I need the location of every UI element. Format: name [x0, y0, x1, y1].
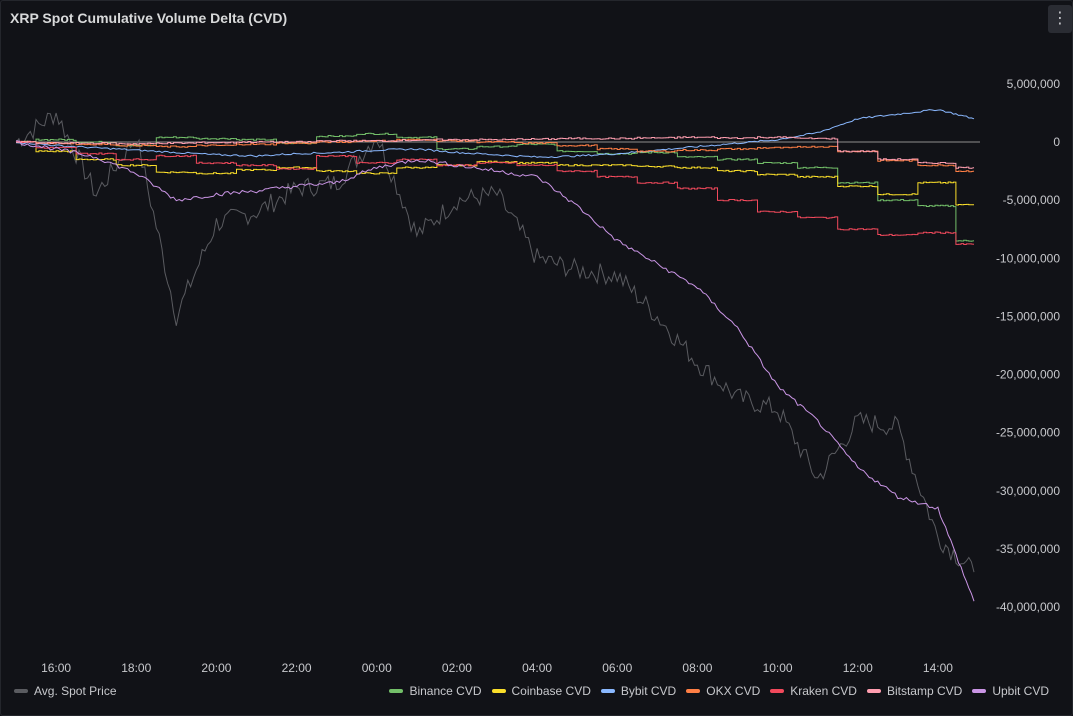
legend-swatch	[686, 689, 701, 693]
legend-item-kraken-cvd[interactable]: Kraken CVD	[770, 684, 857, 698]
bitstamp-cvd-line	[16, 136, 975, 169]
y-tick-label: -10,000,000	[996, 251, 1060, 265]
x-tick-label: 00:00	[362, 661, 392, 675]
upbit-cvd-line	[15, 140, 975, 602]
legend-price[interactable]: Avg. Spot Price	[14, 684, 117, 698]
okx-cvd-line	[16, 138, 975, 173]
y-tick-label: -30,000,000	[996, 484, 1060, 498]
legend-swatch	[389, 689, 404, 693]
x-tick-label: 14:00	[923, 661, 953, 675]
x-tick-label: 12:00	[843, 661, 873, 675]
x-tick-label: 06:00	[602, 661, 632, 675]
legend-item-okx-cvd[interactable]: OKX CVD	[686, 684, 760, 698]
x-tick-label: 02:00	[442, 661, 472, 675]
x-tick-label: 16:00	[41, 661, 71, 675]
legend-swatch	[491, 689, 506, 693]
y-tick-label: 5,000,000	[1007, 77, 1061, 91]
legend-item-binance-cvd[interactable]: Binance CVD	[389, 684, 482, 698]
legend-item-bitstamp-cvd[interactable]: Bitstamp CVD	[866, 684, 963, 698]
legend-label: Upbit CVD	[992, 684, 1049, 698]
legend-label: OKX CVD	[706, 684, 761, 698]
price-line	[15, 112, 975, 573]
legend-series: Binance CVD Coinbase CVD Bybit CVD OKX CVD K…	[379, 684, 1049, 698]
panel-title: XRP Spot Cumulative Volume Delta (CVD)	[10, 10, 288, 26]
legend-swatch	[972, 689, 987, 693]
bybit-cvd-line	[15, 109, 975, 159]
coinbase-cvd-line	[16, 141, 974, 206]
legend-item-coinbase-cvd[interactable]: Coinbase CVD	[491, 684, 591, 698]
legend-swatch	[866, 689, 881, 693]
x-tick-label: 08:00	[682, 661, 712, 675]
legend-label: Kraken CVD	[790, 684, 857, 698]
x-tick-label: 10:00	[763, 661, 793, 675]
y-tick-label: -25,000,000	[996, 426, 1060, 440]
panel-menu-icon[interactable]: ⋮	[1048, 5, 1072, 33]
x-tick-label: 22:00	[282, 661, 312, 675]
y-tick-label: -15,000,000	[996, 309, 1060, 323]
kraken-cvd-line	[16, 140, 975, 245]
y-tick-label: -20,000,000	[996, 368, 1060, 382]
legend-item-bybit-cvd[interactable]: Bybit CVD	[600, 684, 677, 698]
legend-label: Coinbase CVD	[511, 684, 591, 698]
x-tick-label: 18:00	[121, 661, 151, 675]
legend-price-label: Avg. Spot Price	[34, 684, 117, 698]
y-tick-label: -40,000,000	[996, 600, 1060, 614]
legend-swatch	[600, 689, 615, 693]
legend-swatch	[770, 689, 785, 693]
y-tick-label: 0	[1053, 135, 1060, 149]
legend-label: Binance CVD	[409, 684, 482, 698]
legend-item-upbit-cvd[interactable]: Upbit CVD	[972, 684, 1049, 698]
y-tick-label: -35,000,000	[996, 542, 1060, 556]
x-tick-label: 20:00	[201, 661, 231, 675]
legend-label: Bybit CVD	[620, 684, 677, 698]
binance-cvd-line	[16, 132, 975, 242]
legend-label: Bitstamp CVD	[886, 684, 963, 698]
legend-price-swatch	[14, 689, 28, 693]
x-tick-label: 04:00	[522, 661, 552, 675]
y-tick-label: -5,000,000	[1003, 193, 1061, 207]
